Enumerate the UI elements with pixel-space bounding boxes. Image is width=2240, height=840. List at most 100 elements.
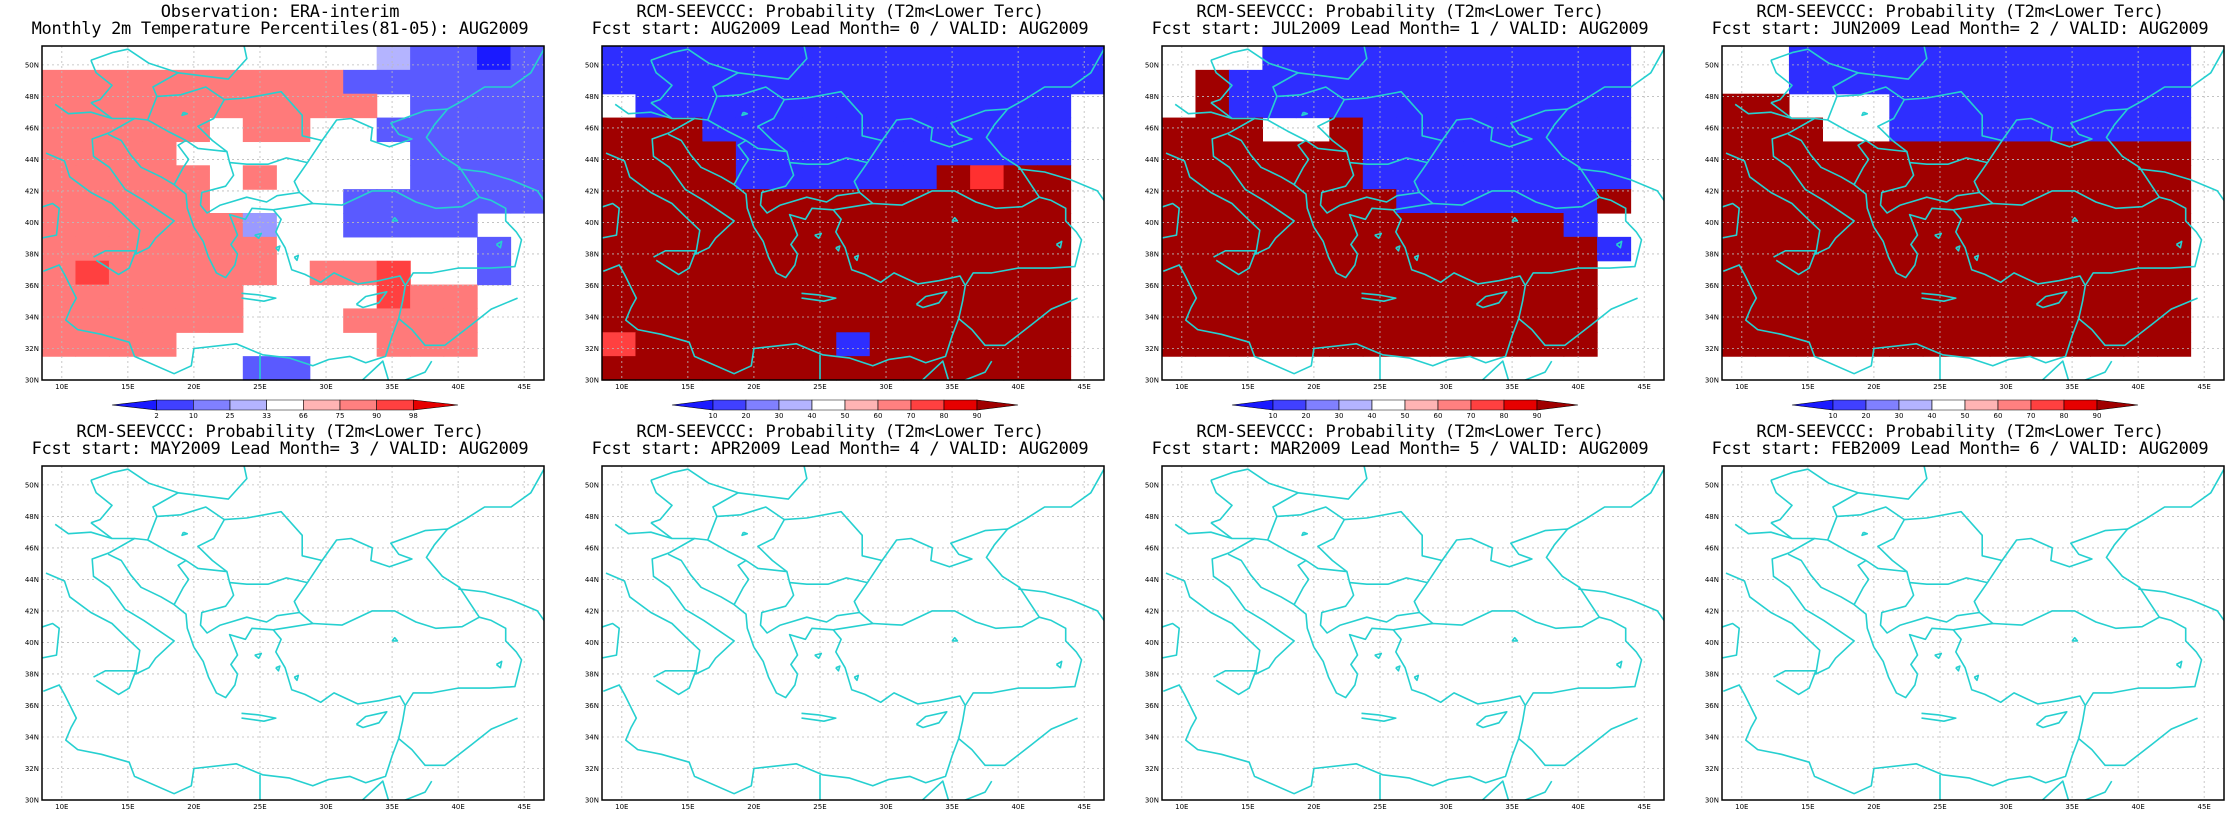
- grid-cell: [1822, 284, 1857, 310]
- lat-tick-label: 40N: [585, 219, 599, 227]
- grid-cell: [836, 260, 871, 286]
- coastline: [458, 588, 544, 621]
- grid-cell: [970, 165, 1005, 190]
- grid-cell: [1822, 165, 1857, 190]
- lat-tick-label: 30N: [1705, 377, 1719, 385]
- coastline: [1349, 157, 1428, 165]
- lon-tick-label: 25E: [1933, 803, 1946, 811]
- grid-cell: [936, 236, 971, 262]
- colorbar-label: 50: [841, 412, 850, 420]
- coastline: [757, 90, 883, 153]
- grid-cell: [1162, 308, 1197, 333]
- grid-cell: [869, 117, 904, 143]
- colorbar-label: 90: [2093, 412, 2102, 420]
- grid-cell: [1889, 117, 1924, 143]
- coastline: [1361, 712, 1397, 723]
- coastline: [915, 290, 948, 309]
- coastline: [2084, 196, 2203, 286]
- grid-cell: [602, 356, 637, 381]
- lat-tick-label: 32N: [1145, 345, 1159, 353]
- lat-tick-label: 50N: [25, 61, 39, 69]
- grid-cell: [108, 284, 143, 310]
- coastline: [733, 139, 750, 185]
- grid-cell: [1037, 141, 1072, 166]
- colorbar-label: 20: [1302, 412, 1311, 420]
- grid-cell: [1788, 260, 1823, 286]
- coastline: [1413, 108, 1600, 205]
- grid-cell: [1563, 308, 1598, 333]
- coastline: [853, 254, 860, 262]
- coastline: [2138, 168, 2224, 201]
- grid-cell: [410, 213, 445, 238]
- grid-cell: [443, 213, 478, 238]
- lon-tick-label: 15E: [681, 803, 694, 811]
- grid-cell: [1329, 260, 1364, 286]
- grid-cell: [42, 284, 77, 310]
- grid-cell: [2123, 69, 2158, 95]
- map-frame: [1161, 45, 1665, 381]
- coastline: [603, 264, 967, 375]
- grid-cell: [1722, 284, 1757, 310]
- grid-cell: [2157, 141, 2192, 166]
- grid-cell: [769, 69, 804, 95]
- lon-tick-label: 20E: [1867, 803, 1880, 811]
- grid-cell: [970, 308, 1005, 333]
- grid-cell: [1003, 93, 1038, 119]
- grid-cell: [142, 165, 177, 190]
- grid-cell: [1262, 141, 1297, 166]
- grid-cell: [2090, 236, 2125, 262]
- coastline: [2041, 360, 2070, 380]
- coastline: [1210, 48, 1299, 74]
- grid-cell: [1162, 332, 1197, 357]
- lon-tick-label: 30E: [319, 383, 332, 391]
- coastline: [43, 684, 407, 795]
- coastline: [197, 510, 323, 573]
- grid-cell: [1463, 213, 1498, 238]
- coastline: [90, 468, 179, 494]
- lon-tick-label: 25E: [1373, 803, 1386, 811]
- grid-cell: [903, 332, 938, 357]
- coastline: [741, 531, 749, 537]
- coastline: [832, 209, 966, 286]
- lat-tick-label: 32N: [1145, 765, 1159, 773]
- coastlines: [42, 46, 544, 380]
- map-plot: 10E 15E 20E 25E 30E 35E 40E 45E 30N 32N 34N 36N 38N 4…: [1705, 465, 2225, 811]
- grid-cell: [1195, 165, 1230, 190]
- coastline: [1921, 712, 1957, 723]
- coastline: [404, 616, 523, 706]
- map-panel: RCM-SEEVCCC: Probability (T2m<Lower Terc…: [1120, 420, 1680, 840]
- grid-cell: [1989, 69, 2024, 95]
- grid-cell: [970, 69, 1005, 95]
- coastline: [543, 199, 544, 201]
- grid-cell: [702, 69, 737, 95]
- grid-cell: [443, 308, 478, 333]
- grid-cell: [769, 117, 804, 143]
- grid-cell: [668, 260, 703, 286]
- grid-cell: [869, 236, 904, 262]
- grid-cell: [2056, 165, 2091, 190]
- coastline: [1723, 264, 2087, 375]
- coastline: [1317, 90, 1443, 153]
- grid-cell: [1755, 308, 1790, 333]
- grid-cell: [1396, 117, 1431, 143]
- grid-cell: [209, 69, 244, 95]
- grid-cell: [142, 93, 177, 119]
- map-plot: 10E 15E 20E 25E 30E 35E 40E 45E 30N 32N 34N 36N 38N 4…: [25, 465, 545, 811]
- lat-tick-label: 30N: [1145, 377, 1159, 385]
- grid-cell: [2157, 236, 2192, 262]
- grid-cell: [2023, 141, 2058, 166]
- grid-cell: [1956, 117, 1991, 143]
- grid-cell: [1262, 332, 1297, 357]
- coastline: [814, 232, 823, 239]
- grid-cell: [936, 165, 971, 190]
- grid-cell: [2023, 46, 2058, 71]
- grid-cell: [1989, 284, 2024, 310]
- grid-cell: [1037, 284, 1072, 310]
- colorbar-swatch: [193, 399, 231, 411]
- coastline: [741, 111, 749, 117]
- coastline: [355, 290, 388, 309]
- grid-cell: [1037, 356, 1072, 381]
- lon-tick-label: 45E: [518, 803, 531, 811]
- coastline: [963, 360, 993, 380]
- grid-cell: [836, 69, 871, 95]
